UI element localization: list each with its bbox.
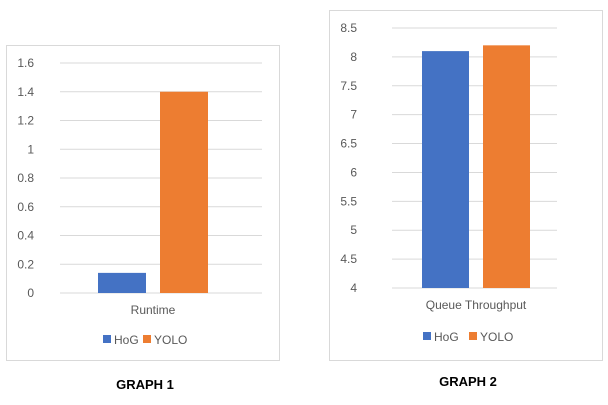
chart1-legend-swatch-hog (103, 335, 111, 343)
chart2-legend-swatch-yolo (469, 332, 477, 340)
chart1-frame (6, 45, 280, 361)
chart1-y-tick-label: 1.4 (17, 85, 34, 99)
chart1-category-label: Runtime (131, 303, 176, 317)
chart2-y-tick-label: 6 (350, 165, 357, 179)
chart2-y-tick-label: 7 (350, 108, 357, 122)
chart2-y-tick-label: 4 (350, 281, 357, 295)
chart2-legend-label-hog: HoG (434, 330, 459, 344)
chart2-category-label: Queue Throughput (426, 298, 527, 312)
chart2-legend-swatch-hog (423, 332, 431, 340)
chart1-bar-hog (98, 272, 146, 293)
chart1-y-tick-label: 0.4 (17, 229, 34, 243)
chart1: 0 0.2 0.4 0.6 0.8 1 1.2 1.4 1.6 Runtime HoG YOLO (17, 56, 262, 347)
chart2-y-tick-label: 8.5 (340, 21, 357, 35)
chart1-y-tick-label: 0.8 (17, 171, 34, 185)
chart2-legend-label-yolo: YOLO (480, 330, 513, 344)
chart2-bar-hog (422, 51, 469, 288)
chart1-y-tick-label: 0 (27, 286, 34, 300)
chart2-y-tick-label: 5 (350, 223, 357, 237)
chart1-y-tick-label: 1 (27, 142, 34, 156)
chart1-y-tick-label: 0.6 (17, 200, 34, 214)
chart1-y-tick-label: 1.2 (17, 114, 34, 128)
chart1-bar-yolo (160, 91, 208, 293)
chart2-y-tick-label: 6.5 (340, 137, 357, 151)
chart2-caption: GRAPH 2 (439, 374, 497, 389)
chart2-y-tick-label: 7.5 (340, 79, 357, 93)
chart2-y-tick-label: 5.5 (340, 194, 357, 208)
chart2: 4 4.5 5 5.5 6 6.5 7 7.5 8 8.5 Queue Throughput HoG Y… (340, 21, 557, 344)
chart1-legend-swatch-yolo (143, 335, 151, 343)
chart1-y-tick-label: 0.2 (17, 257, 34, 271)
chart1-legend-label-yolo: YOLO (154, 333, 187, 347)
chart2-y-tick-label: 4.5 (340, 252, 357, 266)
chart1-legend-label-hog: HoG (114, 333, 139, 347)
chart1-y-tick-label: 1.6 (17, 56, 34, 70)
chart2-bar-yolo (483, 45, 530, 289)
chart2-y-tick-label: 8 (350, 50, 357, 64)
chart1-caption: GRAPH 1 (116, 377, 174, 392)
